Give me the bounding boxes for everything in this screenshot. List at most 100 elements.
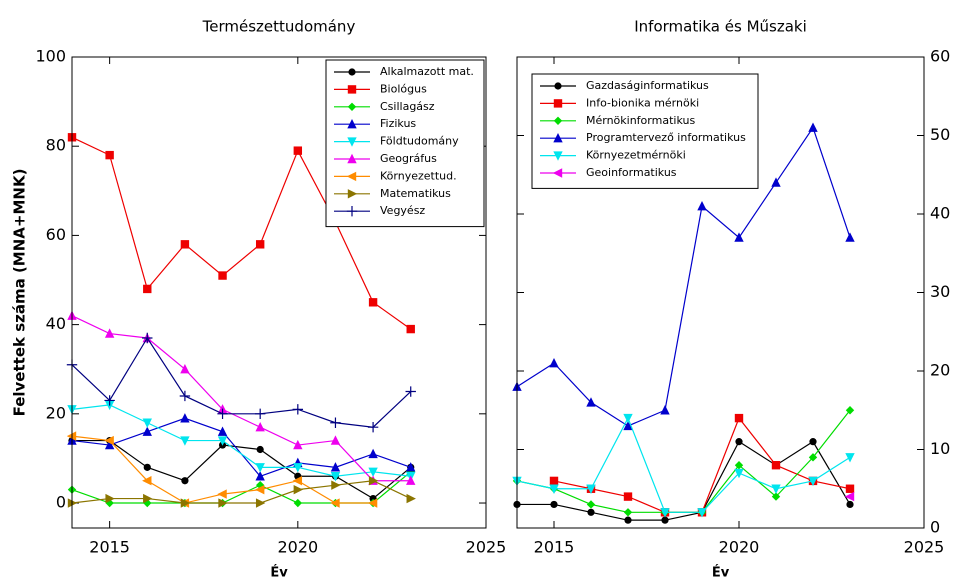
series-line <box>71 404 411 477</box>
data-point <box>293 463 303 473</box>
data-point <box>845 453 855 463</box>
data-point <box>734 468 744 479</box>
data-point <box>623 413 633 424</box>
data-point <box>330 472 341 482</box>
data-point <box>217 408 228 420</box>
legend-label: Csillagász <box>380 100 435 113</box>
y-tick-label: 20 <box>930 361 950 380</box>
x-tick-label: 2025 <box>904 538 945 557</box>
data-point <box>180 413 190 423</box>
data-point <box>104 435 114 446</box>
data-point <box>254 408 266 420</box>
x-tick-label: 2015 <box>534 538 575 557</box>
data-point <box>330 417 341 428</box>
data-point <box>256 445 264 454</box>
data-point <box>550 500 558 509</box>
y-tick-label: 10 <box>930 439 950 458</box>
data-point <box>808 476 818 487</box>
data-point <box>844 491 855 502</box>
data-point <box>255 240 265 249</box>
legend-marker <box>554 82 562 90</box>
data-point <box>586 500 596 509</box>
data-point <box>179 390 191 402</box>
legend-label: Programtervező informatikus <box>586 131 746 144</box>
y-tick-label: 60 <box>46 225 66 244</box>
x-tick-label: 2025 <box>466 538 507 557</box>
legend-marker <box>347 189 358 199</box>
data-point <box>661 516 669 524</box>
data-point <box>180 240 190 249</box>
data-point <box>734 461 744 470</box>
plot-frame <box>71 56 487 529</box>
data-point <box>330 435 341 445</box>
data-point <box>331 480 341 490</box>
legend-label: Környezettud. <box>380 169 457 182</box>
legend-label: Fizikus <box>380 117 416 130</box>
chart-title: Informatika és Műszaki <box>634 18 807 36</box>
data-point <box>406 324 415 334</box>
legend-label: Geográfus <box>380 152 437 165</box>
data-point <box>255 471 265 481</box>
y-tick-label: 40 <box>930 204 950 223</box>
data-point <box>845 484 855 493</box>
data-point <box>367 421 379 433</box>
data-point <box>771 461 781 470</box>
legend-marker <box>346 206 358 217</box>
series-line <box>71 336 412 428</box>
data-point <box>217 436 228 446</box>
data-point <box>292 404 304 415</box>
data-point <box>104 395 115 406</box>
data-point <box>217 489 227 499</box>
data-point <box>368 298 378 307</box>
data-point <box>142 476 152 486</box>
legend-marker <box>553 99 563 108</box>
data-point <box>623 492 633 501</box>
y-tick-label: 0 <box>930 518 940 537</box>
series-line <box>71 136 412 330</box>
y-tick-label: 20 <box>46 403 66 422</box>
data-point <box>368 448 378 459</box>
data-point <box>180 498 191 508</box>
data-point <box>330 462 341 472</box>
data-point <box>143 463 151 471</box>
data-point <box>660 508 670 518</box>
legend-label: Vegyész <box>380 204 425 217</box>
legend-marker <box>553 151 563 161</box>
data-point <box>549 476 559 486</box>
data-point <box>105 150 114 160</box>
data-point <box>734 232 744 242</box>
data-point <box>586 397 596 407</box>
data-point <box>405 386 416 397</box>
data-point <box>845 232 855 242</box>
legend-label: Földtudomány <box>380 135 459 148</box>
x-tick-label: 2020 <box>719 538 760 557</box>
legend-marker <box>348 68 356 76</box>
series-line <box>72 439 412 500</box>
data-point <box>293 439 303 450</box>
y-tick-label: 30 <box>930 282 950 301</box>
legend-label: Mérnökinformatikus <box>586 114 695 127</box>
data-point <box>254 484 265 495</box>
y-tick-label: 0 <box>56 493 66 512</box>
data-point <box>846 500 854 509</box>
data-point <box>142 332 153 344</box>
series-line <box>517 440 851 521</box>
legend-label: Matematikus <box>380 187 451 200</box>
y-tick-label: 100 <box>35 47 66 66</box>
y-tick-label: 60 <box>930 47 950 66</box>
data-point <box>142 426 152 436</box>
data-point <box>104 328 115 338</box>
plot-frame <box>516 56 925 529</box>
x-tick-label: 2020 <box>277 538 318 557</box>
data-point <box>180 364 190 374</box>
data-point <box>624 516 632 524</box>
data-point <box>255 421 265 432</box>
data-point <box>587 508 595 516</box>
legend-marker <box>347 85 357 94</box>
data-point <box>105 493 115 504</box>
y-axis-label: Felvettek száma (MNA+MNK) <box>11 169 29 417</box>
data-point <box>697 508 707 518</box>
data-point <box>809 438 817 446</box>
data-point <box>217 426 228 436</box>
data-point <box>104 439 115 450</box>
